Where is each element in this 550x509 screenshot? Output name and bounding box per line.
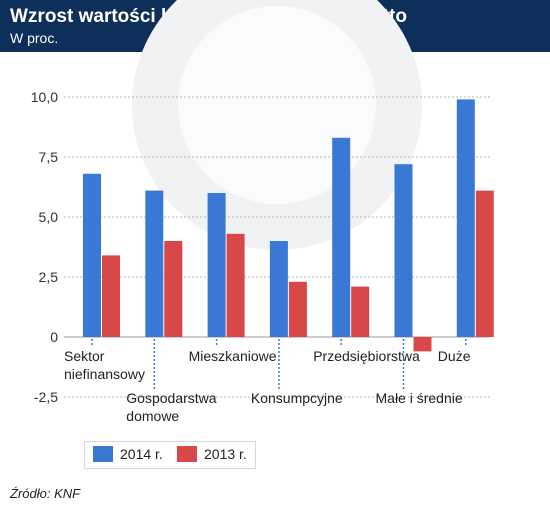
y-tick-label: 0: [50, 329, 58, 345]
category-label-line: Przedsiębiorstwa: [313, 348, 420, 364]
chart-subtitle: W proc.: [10, 30, 59, 46]
legend-swatch-2013: [177, 446, 197, 462]
bar-2014: [456, 99, 475, 338]
bar-2013: [351, 286, 370, 337]
bar-2013: [102, 255, 120, 337]
category-label: Konsumpcyjne: [251, 390, 343, 406]
category-label: Sektor niefinansowy: [64, 348, 145, 382]
legend-label-2014: 2014 r.: [120, 446, 163, 462]
bar-2014: [394, 164, 413, 337]
bar-2014: [269, 241, 288, 337]
bar-2013: [164, 241, 183, 337]
source-note: Źródło: KNF: [10, 486, 81, 501]
legend: 2014 r. 2013 r.: [84, 441, 256, 469]
bar-2014: [207, 193, 226, 337]
category-label-line: Mieszkaniowe: [189, 348, 277, 364]
bar-2013: [226, 233, 245, 337]
y-tick-label: -2,5: [34, 389, 58, 405]
bar-2013: [475, 190, 494, 337]
category-label: Mieszkaniowe: [189, 348, 277, 364]
category-label: Przedsiębiorstwa: [313, 348, 420, 364]
category-label-line: niefinansowy: [64, 366, 145, 382]
bar-2014: [332, 137, 351, 337]
y-tick-label: 7,5: [39, 149, 59, 165]
bar-2014: [145, 190, 164, 337]
category-label: Małe i średnie: [376, 390, 463, 406]
category-label-line: Gospodarstwa: [126, 390, 216, 406]
legend-swatch-2014: [93, 446, 113, 462]
bar-2014: [83, 173, 101, 337]
y-tick-label: 10,0: [31, 89, 58, 105]
bar-2013: [413, 337, 432, 352]
y-tick-label: 5,0: [39, 209, 59, 225]
y-tick-label: 2,5: [39, 269, 59, 285]
category-label: Gospodarstwa domowe: [126, 390, 216, 424]
category-label-line: Małe i średnie: [376, 390, 463, 406]
category-label-line: Duże: [438, 348, 471, 364]
category-label-line: domowe: [126, 408, 179, 424]
category-label: Duże: [438, 348, 471, 364]
legend-label-2013: 2013 r.: [204, 446, 247, 462]
category-label-line: Sektor: [64, 348, 105, 364]
bar-2013: [288, 281, 307, 337]
category-label-line: Konsumpcyjne: [251, 390, 343, 406]
bar-chart: 10,0 7,5 5,0 2,5 0 -2,5 Sektor niefinansowy Gosp…: [31, 89, 494, 424]
